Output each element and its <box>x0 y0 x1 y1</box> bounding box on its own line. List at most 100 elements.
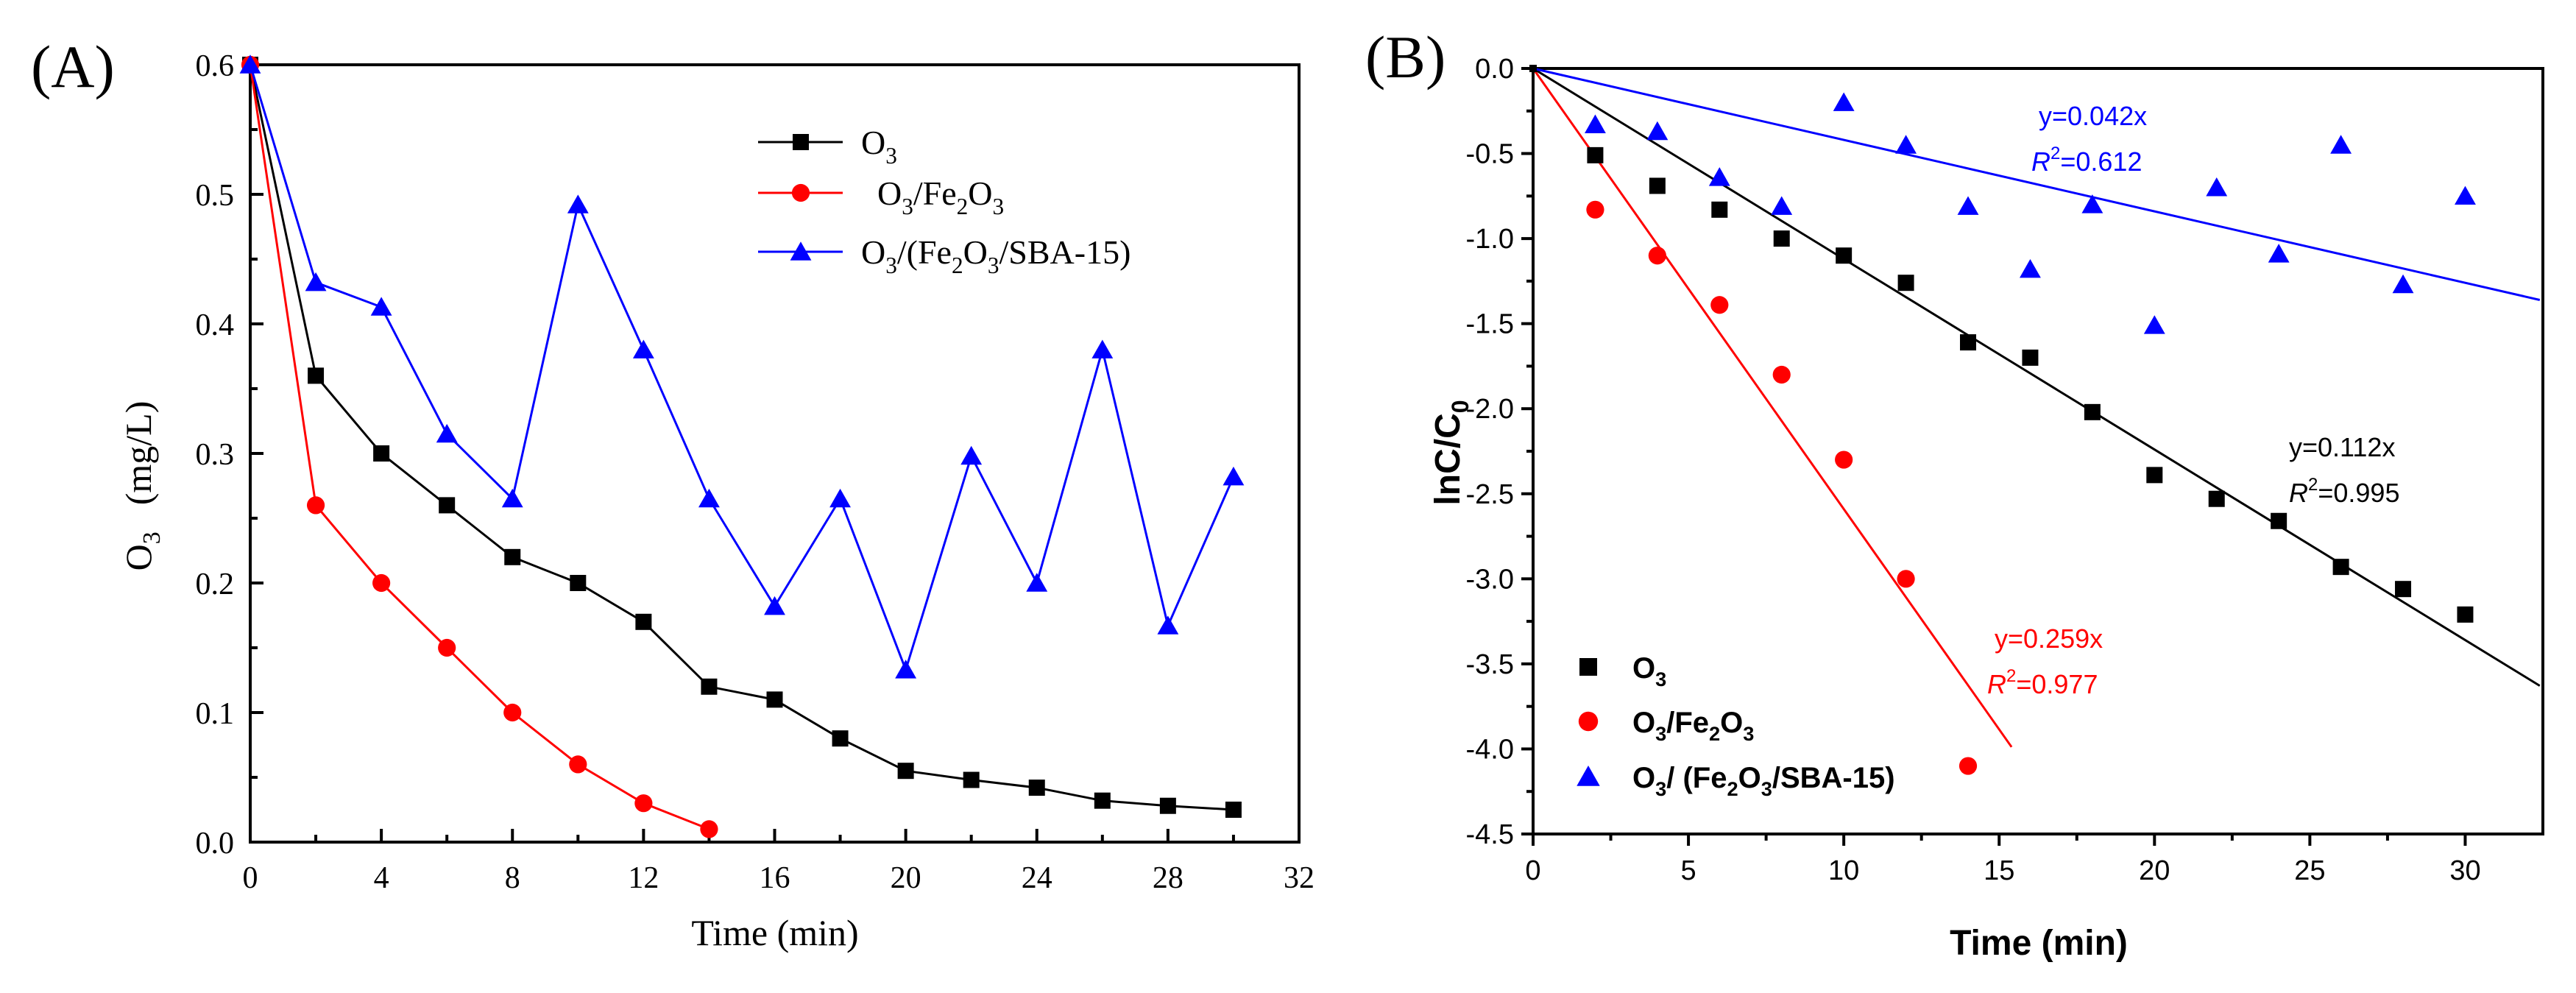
legend-marker <box>1579 658 1597 676</box>
series-line <box>249 64 1234 811</box>
data-point <box>895 660 917 679</box>
data-point <box>766 691 783 708</box>
data-point <box>1584 114 1606 133</box>
panel-b-y-axis-label-main: lnC/C <box>1429 413 1468 505</box>
legend-label: O3/ (Fe2O3/SBA-15) <box>1632 762 1895 800</box>
panel-b-fit-annotations: y=0.112x R2=0.995 y=0.259x R2=0.977 y=0.042x… <box>1987 101 2399 699</box>
data-point <box>1710 296 1729 314</box>
data-point <box>635 613 652 630</box>
data-point <box>1708 167 1730 186</box>
y-tick-label: 0.0 <box>196 827 235 861</box>
series-1 <box>242 57 1242 818</box>
data-point <box>1586 200 1604 219</box>
legend-label: O3 <box>861 124 897 169</box>
legend-entry-3: O3/(Fe2O3/SBA-15) <box>758 233 1130 278</box>
legend-label: O3 <box>1632 652 1666 690</box>
panel-a-label: (A) <box>31 33 115 100</box>
legend-marker <box>793 134 809 150</box>
data-point <box>829 488 851 508</box>
data-point <box>960 445 983 465</box>
x-tick-label: 20 <box>891 861 921 895</box>
legend-label: O3/Fe2O3 <box>877 174 1004 219</box>
panel-b-y-axis-label-sub: 0 <box>1447 400 1473 413</box>
y-tick-label: 0.1 <box>196 697 235 731</box>
data-point <box>2395 581 2412 598</box>
x-tick-label: 4 <box>374 861 389 895</box>
y-tick-label: -2.5 <box>1466 479 1514 510</box>
data-point <box>698 488 720 508</box>
fit-line-2 <box>1532 68 2013 748</box>
data-point <box>2208 490 2225 507</box>
legend-label: O3/(Fe2O3/SBA-15) <box>861 233 1130 278</box>
data-point <box>897 763 914 780</box>
data-point <box>701 678 718 695</box>
data-point <box>700 820 718 838</box>
data-point <box>2271 512 2287 529</box>
panel-b: (B) 0 5 10 15 20 25 30 0.0 -0.5 -1.0 -1.5 -2.0 -2.5… <box>1365 24 2544 963</box>
fit-equation: y=0.259x <box>1995 623 2103 654</box>
panel-a-series <box>239 54 1245 838</box>
y-tick-label: 0.4 <box>196 308 235 342</box>
y-tick-label: 0.2 <box>196 568 235 601</box>
fit-annotation-2: y=0.259x R2=0.977 <box>1987 623 2103 699</box>
data-point <box>832 730 849 747</box>
data-point <box>370 297 392 316</box>
data-point <box>1225 802 1242 818</box>
data-point <box>1091 339 1114 358</box>
legend-entry-3: O3/ (Fe2O3/SBA-15) <box>1577 762 1895 800</box>
data-point <box>1833 92 1855 111</box>
data-point <box>239 54 261 74</box>
x-tick-label: 32 <box>1284 861 1314 895</box>
panel-a-plot-frame <box>249 63 1301 844</box>
legend-marker <box>791 183 810 202</box>
series-3 <box>1584 92 2476 334</box>
series-line <box>249 64 710 830</box>
data-point <box>373 445 390 462</box>
data-point <box>2081 194 2103 213</box>
x-tick-label: 5 <box>1681 855 1696 886</box>
data-point <box>1772 365 1791 384</box>
fit-equation: y=0.112x <box>2289 432 2395 462</box>
panel-b-x-axis-label: Time (min) <box>1950 924 2128 963</box>
fit-line-3 <box>1532 67 2541 301</box>
fit-r-squared: R2=0.977 <box>1987 666 2098 699</box>
x-tick-label: 30 <box>2449 855 2480 886</box>
panel-a-y-axis-label-sub: 3 <box>138 531 166 544</box>
data-point <box>436 423 458 443</box>
y-tick-label: -3.5 <box>1466 649 1514 680</box>
data-point <box>2330 135 2352 154</box>
panel-a-y-axis-label-main: O <box>118 544 159 570</box>
data-point <box>1026 573 1048 592</box>
data-point <box>305 272 327 291</box>
x-tick-label: 0 <box>243 861 258 895</box>
y-tick-label: 0.0 <box>1475 54 1514 85</box>
panel-b-y-axis-label: lnC/C0 <box>1429 400 1473 505</box>
legend-entry-2: O3/Fe2O3 <box>1578 707 1754 745</box>
data-point <box>1222 466 1245 486</box>
data-point <box>2143 315 2165 334</box>
data-point <box>1897 275 1914 291</box>
data-point <box>1960 334 1977 351</box>
data-point <box>306 496 325 515</box>
legend-marker <box>1578 711 1599 732</box>
panel-b-ticks <box>1521 67 2467 846</box>
data-point <box>2020 258 2041 278</box>
data-point <box>1157 615 1179 635</box>
panel-b-legend: O3 O3/Fe2O3 O3/ (Fe2O3/SBA-15) <box>1577 652 1895 800</box>
data-point <box>2022 349 2039 366</box>
svg-text:O3(mg/L): O3 (mg/L) <box>118 401 166 571</box>
y-tick-label: 0.5 <box>196 179 235 213</box>
fit-line-1 <box>1532 67 2541 687</box>
fit-r-squared: R2=0.995 <box>2289 475 2399 508</box>
x-tick-label: 25 <box>2294 855 2325 886</box>
data-point <box>1895 135 1917 154</box>
data-point <box>1771 196 1793 215</box>
x-tick-label: 0 <box>1525 855 1540 886</box>
y-tick-label: -1.0 <box>1466 224 1514 255</box>
data-point <box>2392 274 2414 294</box>
x-tick-label: 8 <box>505 861 520 895</box>
panel-b-y-tick-labels: 0.0 -0.5 -1.0 -1.5 -2.0 -2.5 -3.0 -3.5 -4.0 -4.5 <box>1466 54 1514 850</box>
panel-b-label: (B) <box>1365 24 1446 91</box>
data-point <box>1835 450 1853 469</box>
